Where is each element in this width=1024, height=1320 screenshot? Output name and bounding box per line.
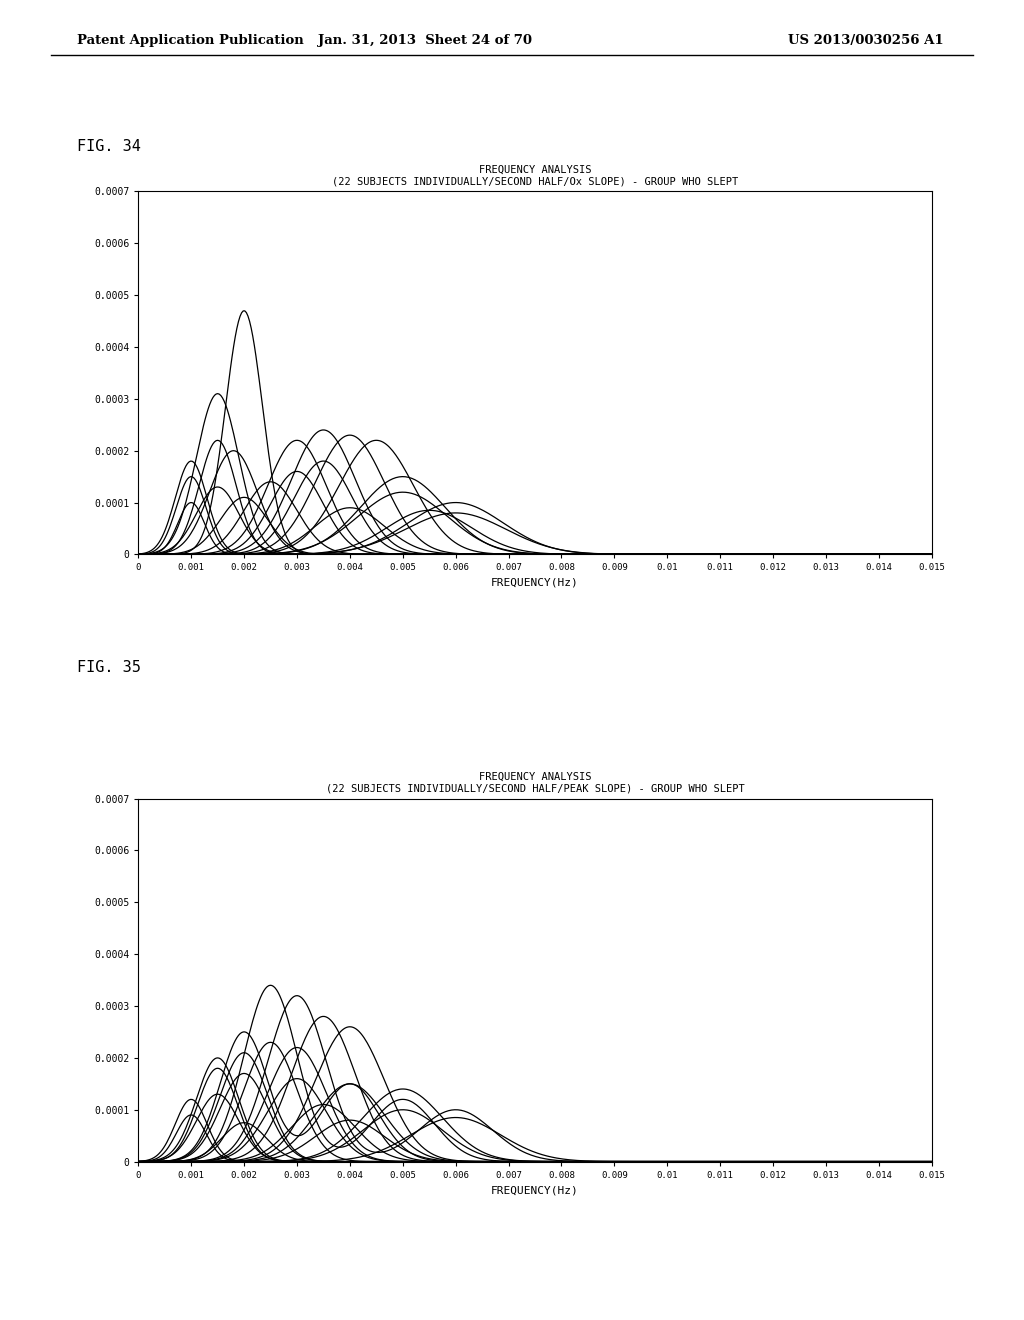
Text: FIG. 34: FIG. 34 xyxy=(77,139,140,153)
Title: FREQUENCY ANALYSIS
(22 SUBJECTS INDIVIDUALLY/SECOND HALF/PEAK SLOPE) - GROUP WHO: FREQUENCY ANALYSIS (22 SUBJECTS INDIVIDU… xyxy=(326,772,744,793)
X-axis label: FREQUENCY(Hz): FREQUENCY(Hz) xyxy=(492,1185,579,1195)
Text: Jan. 31, 2013  Sheet 24 of 70: Jan. 31, 2013 Sheet 24 of 70 xyxy=(318,34,531,48)
X-axis label: FREQUENCY(Hz): FREQUENCY(Hz) xyxy=(492,578,579,587)
Title: FREQUENCY ANALYSIS
(22 SUBJECTS INDIVIDUALLY/SECOND HALF/Ox SLOPE) - GROUP WHO S: FREQUENCY ANALYSIS (22 SUBJECTS INDIVIDU… xyxy=(332,165,738,186)
Text: US 2013/0030256 A1: US 2013/0030256 A1 xyxy=(788,34,944,48)
Text: Patent Application Publication: Patent Application Publication xyxy=(77,34,303,48)
Text: FIG. 35: FIG. 35 xyxy=(77,660,140,675)
